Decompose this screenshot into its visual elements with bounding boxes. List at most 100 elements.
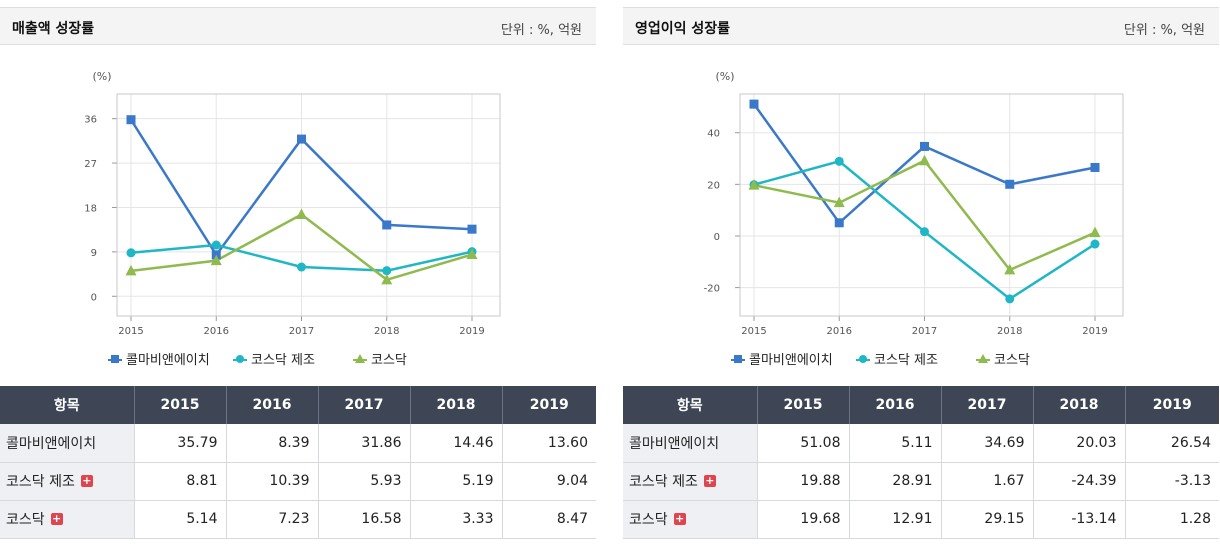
table-cell: 20.03: [1033, 424, 1126, 463]
table-cell: 5.11: [849, 424, 942, 463]
panel-operating-profit-growth: 영업이익 성장률 단위 : %, 억원 (%) -20 0 20 40 2015 2016 2…: [623, 0, 1219, 548]
unit-label: 단위 : %, 억원: [1123, 23, 1205, 38]
x-tick-label: 2016: [827, 326, 852, 337]
table-cell: 13.60: [502, 424, 596, 463]
data-point: [920, 141, 929, 151]
column-header: 2019: [502, 386, 596, 424]
table-cell: 5.14: [134, 500, 227, 539]
row-label-text: 콜마비앤에이치: [6, 435, 97, 452]
triangle-marker-icon: [976, 353, 990, 365]
panel-title: 영업이익 성장률: [635, 21, 731, 37]
y-axis-unit-label: (%): [715, 70, 734, 83]
square-marker-icon: [731, 353, 745, 365]
expand-plus-icon[interactable]: +: [50, 511, 63, 525]
data-point: [919, 154, 930, 166]
table-cell: 19.88: [757, 462, 850, 501]
legend-item: 콜마비앤에이치: [108, 349, 210, 368]
table-row: 코스닥 + 19.68 12.91 29.15 -13.14 1.28: [623, 500, 1219, 539]
row-label: 코스닥 +: [0, 500, 135, 539]
column-header: 2018: [410, 386, 503, 424]
data-point: [382, 220, 392, 230]
data-point: [1089, 226, 1101, 238]
column-header: 2018: [1033, 386, 1126, 424]
table-cell: 14.46: [410, 424, 503, 463]
y-tick-label: 20: [707, 180, 720, 191]
table-cell: 8.39: [226, 424, 319, 463]
data-point: [467, 224, 477, 234]
data-point: [125, 264, 137, 276]
table-cell: 16.58: [318, 500, 411, 539]
data-point: [834, 218, 844, 228]
y-tick-label: 40: [707, 129, 720, 140]
legend-label: 코스닥 제조: [874, 353, 938, 368]
x-tick-label: 2017: [289, 326, 314, 337]
column-header: 2015: [134, 386, 227, 424]
row-label: 코스닥 제조 +: [623, 462, 758, 501]
y-axis-unit-label: (%): [92, 70, 111, 83]
y-tick-label: 0: [714, 232, 720, 243]
column-header: 2017: [941, 386, 1034, 424]
data-point: [749, 99, 759, 109]
table-cell: -13.14: [1033, 500, 1126, 539]
table-cell: 35.79: [134, 424, 227, 463]
column-header: 2019: [1125, 386, 1219, 424]
table-cell: 26.54: [1125, 424, 1219, 463]
sales-growth-table: 항목 2015 2016 2017 2018 2019 콜마비앤에이치 35.7…: [0, 386, 596, 539]
data-point: [1004, 263, 1016, 275]
table-cell: 31.86: [318, 424, 411, 463]
panel-sales-growth: 매출액 성장률 단위 : %, 억원 (%) 0 9 18 27 36 2015 2016 20…: [0, 0, 596, 548]
legend-item: 코스닥: [353, 349, 407, 368]
table-cell: 7.23: [226, 500, 319, 539]
column-header: 2016: [226, 386, 319, 424]
table-row: 코스닥 제조 + 8.81 10.39 5.93 5.19 9.04: [0, 462, 596, 501]
table-cell: 5.19: [410, 462, 503, 501]
table-row: 콜마비앤에이치 51.08 5.11 34.69 20.03 26.54: [623, 424, 1219, 463]
x-tick-label: 2018: [374, 326, 399, 337]
row-label: 콜마비앤에이치: [0, 424, 135, 463]
legend-item: 코스닥 제조: [856, 349, 938, 368]
data-point: [126, 248, 136, 258]
column-header: 2016: [849, 386, 942, 424]
table-cell: -3.13: [1125, 462, 1219, 501]
table-cell: 19.68: [757, 500, 850, 539]
legend-label: 콜마비앤에이치: [749, 353, 833, 368]
x-tick-label: 2015: [118, 326, 143, 337]
column-header: 항목: [0, 386, 135, 424]
table-cell: 5.93: [318, 462, 411, 501]
table-cell: 28.91: [849, 462, 942, 501]
table-cell: 3.33: [410, 500, 503, 539]
data-point: [210, 254, 222, 266]
row-label-text: 코스닥 제조: [6, 474, 75, 490]
table-cell: 8.81: [134, 462, 227, 501]
panel-header: 매출액 성장률 단위 : %, 억원: [0, 7, 596, 45]
circle-marker-icon: [233, 353, 247, 365]
legend-label: 코스닥: [371, 353, 407, 368]
sales-growth-chart: (%) 0 9 18 27 36 2015 2016 2017 2018 2019: [84, 70, 501, 337]
legend-item: 코스닥 제조: [233, 349, 315, 368]
operating-profit-growth-chart: (%) -20 0 20 40 2015 2016 2017 2018 2019: [704, 70, 1124, 337]
expand-plus-icon[interactable]: +: [80, 473, 93, 487]
legend-item: 코스닥: [976, 349, 1030, 368]
x-tick-label: 2015: [741, 326, 766, 337]
data-point: [834, 156, 844, 166]
table-cell: 51.08: [757, 424, 850, 463]
legend-item: 콜마비앤에이치: [731, 349, 833, 368]
expand-plus-icon[interactable]: +: [703, 473, 716, 487]
data-point: [920, 227, 929, 237]
data-point: [297, 134, 306, 144]
data-point: [748, 179, 760, 190]
row-label-text: 코스닥: [629, 512, 668, 528]
expand-plus-icon[interactable]: +: [673, 511, 686, 525]
table-header-row: 항목 2015 2016 2017 2018 2019: [623, 386, 1219, 424]
triangle-marker-icon: [353, 353, 367, 365]
data-point: [1005, 179, 1015, 189]
data-point: [1090, 162, 1100, 172]
row-label: 코스닥 제조 +: [0, 462, 135, 501]
legend-label: 코스닥 제조: [251, 353, 315, 368]
legend-label: 콜마비앤에이치: [126, 353, 210, 368]
plot-frame: [116, 93, 501, 317]
table-cell: 34.69: [941, 424, 1034, 463]
data-point: [1005, 294, 1015, 304]
x-tick-label: 2019: [459, 326, 484, 337]
table-row: 콜마비앤에이치 35.79 8.39 31.86 14.46 13.60: [0, 424, 596, 463]
